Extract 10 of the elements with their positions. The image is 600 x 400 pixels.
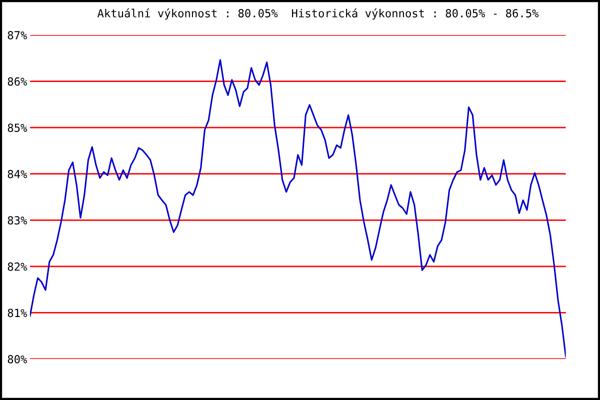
line-series: [30, 59, 566, 358]
y-tick-label: 87%: [8, 31, 28, 40]
y-tick-label: 80%: [8, 355, 28, 364]
y-tick-label: 84%: [8, 170, 28, 178]
y-tick-label: 83%: [8, 216, 28, 225]
y-tick-label: 82%: [8, 262, 28, 271]
chart-title: Aktuální výkonnost : 80.05% Historická výkonnost : 80.05% - 86.5%: [97, 8, 539, 20]
y-tick-label: 85%: [8, 124, 28, 132]
y-tick-label: 81%: [8, 308, 28, 318]
y-tick-label: 86%: [8, 77, 28, 86]
